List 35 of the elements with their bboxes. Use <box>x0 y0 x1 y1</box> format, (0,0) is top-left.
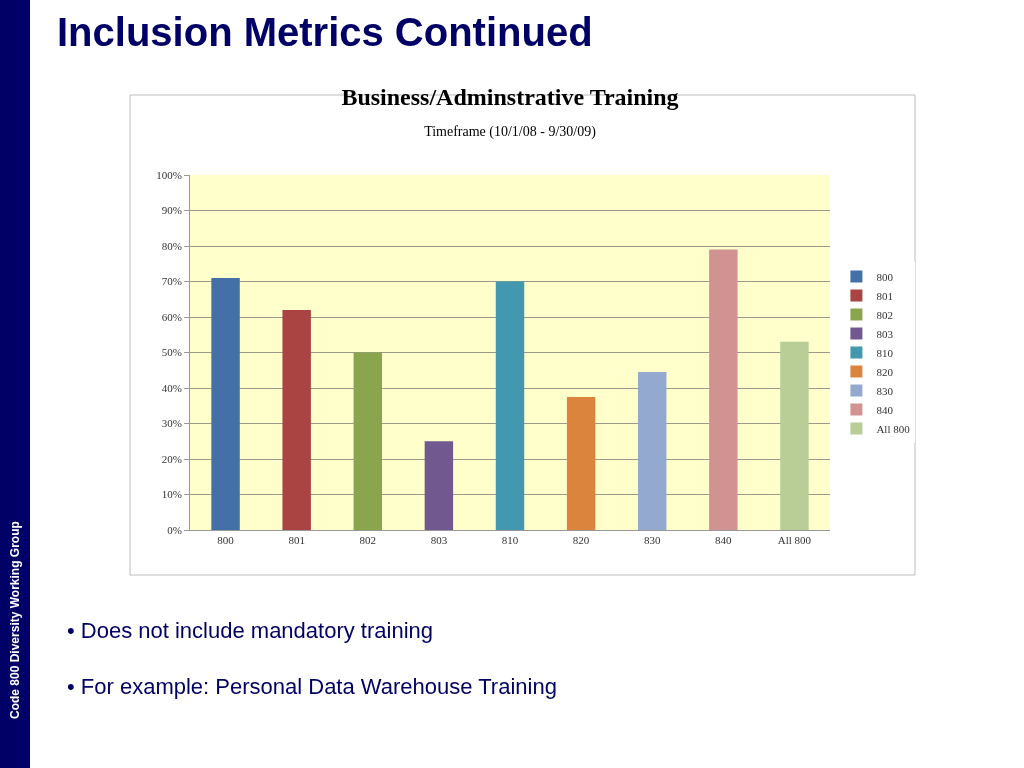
legend-label: 802 <box>876 308 893 321</box>
y-tick-label: 50% <box>161 346 182 359</box>
y-tick-label: 10% <box>161 488 182 501</box>
y-tick-label: 60% <box>161 310 182 323</box>
y-tick-label: 90% <box>161 204 182 217</box>
chart-title: Business/Adminstrative Training <box>341 84 679 110</box>
text: • For example: Personal Data Warehouse Training <box>67 674 557 699</box>
legend-label: 820 <box>876 365 894 378</box>
x-tick-label: 810 <box>501 534 519 547</box>
y-tick-label: 70% <box>161 275 182 288</box>
chart-subtitle: Timeframe (10/1/08 - 9/30/09) <box>424 124 597 141</box>
text: Code 800 Diversity Working Group <box>8 521 22 719</box>
x-tick-label: 830 <box>643 534 661 547</box>
legend-label: 810 <box>876 346 894 359</box>
legend-label: 803 <box>876 327 894 340</box>
y-tick-label: 20% <box>161 452 182 465</box>
x-tick-label: 801 <box>288 534 305 547</box>
legend-label: 830 <box>876 384 894 397</box>
legend-label: 801 <box>876 289 893 302</box>
y-tick-label: 80% <box>161 239 182 252</box>
x-tick-label: 840 <box>715 534 733 547</box>
text: • Does not include mandatory training <box>67 618 434 643</box>
legend-label: All 800 <box>876 422 911 435</box>
x-tick-label: All 800 <box>777 534 812 547</box>
y-tick-label: 30% <box>161 417 182 430</box>
y-tick-label: 100% <box>156 168 182 181</box>
x-tick-label: 803 <box>430 534 448 547</box>
text: Inclusion Metrics Continued <box>57 10 593 54</box>
x-tick-label: 802 <box>359 534 377 547</box>
x-tick-label: 820 <box>572 534 590 547</box>
x-tick-label: 800 <box>217 534 235 547</box>
y-tick-label: 40% <box>161 381 182 394</box>
y-tick-label: 0% <box>167 523 182 536</box>
legend-label: 840 <box>876 403 894 416</box>
legend-label: 800 <box>876 270 894 283</box>
